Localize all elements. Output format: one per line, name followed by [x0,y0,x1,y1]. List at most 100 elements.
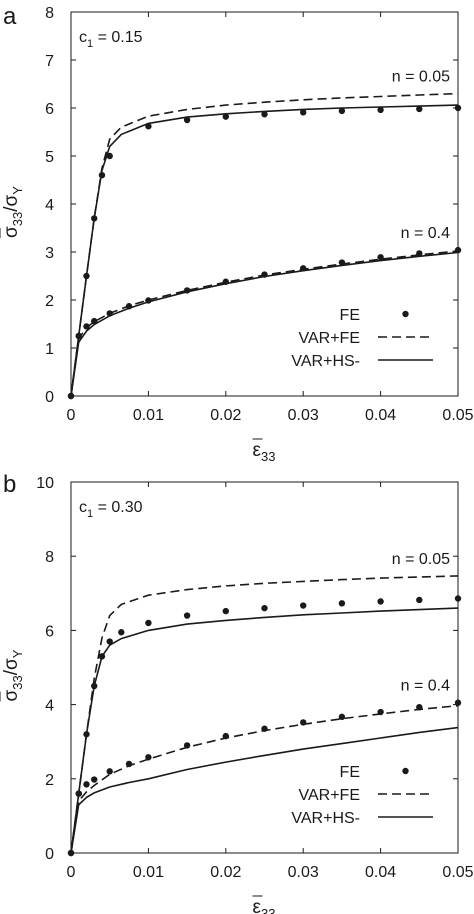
param-annotation-sub: 1 [87,38,93,50]
fe-data-point [454,104,462,112]
chart-panel-a: a0 0.01 0.02 0.03 0.04 0.05012345678ε33σ33/σY… [0,3,474,464]
fe-data-point [261,604,268,612]
y-axis-label: σ33/σY [0,186,25,238]
legend-label: VAR+FE [299,787,361,804]
fe-data-point [83,781,90,788]
y-axis-label-text: σ33/σY [1,186,25,238]
x-tick-label: 0.01 [133,864,164,881]
legend-label: VAR+FE [299,330,361,347]
x-tick-label: 0.02 [210,864,241,881]
fe-data-point [300,602,307,609]
fe-data-point [416,596,423,604]
x-tick-label: 0.03 [288,864,319,881]
x-axis-label-main: ε [253,440,262,461]
y-tick-label: 1 [45,341,54,358]
param-annotation: c [79,29,87,46]
x-tick-label: 0.04 [365,407,396,424]
fe-data-point [222,113,229,120]
x-tick-label: 0.05 [442,864,473,881]
fe-data-point [118,629,125,636]
y-tick-label: 4 [45,698,54,715]
fe-data-point [75,332,82,340]
series-group-label: n = 0.4 [401,678,450,695]
fe-data-point [377,106,384,114]
fe-data-point [338,713,346,721]
y-axis-ylabel-main: σ [1,226,22,238]
y-tick-label: 2 [45,293,54,310]
x-axis-label-sub: 33 [261,906,275,914]
x-tick-label: 0.05 [442,407,473,424]
plot-frame [70,481,459,854]
series-group-label: n = 0.05 [392,551,450,568]
panel-label: b [3,471,16,498]
legend-label: VAR+HS- [291,810,360,827]
fe-data-point [377,254,384,261]
x-axis-label-sub: 33 [261,449,275,464]
fe-data-point [106,638,113,645]
var-hs-curve [71,726,458,853]
param-annotation-value: = 0.30 [93,499,142,516]
var-hs-curve [71,251,458,396]
legend-label: FE [340,307,360,324]
y-tick-label: 0 [45,389,54,406]
fe-data-point [338,600,346,607]
y-axis-label: σ33/σY [0,649,25,702]
x-tick-label: 0.03 [288,407,319,424]
y-tick-label: 3 [45,245,54,262]
y-tick-label: 2 [45,772,54,789]
legend-dot-marker [402,767,409,775]
series-group-label: n = 0.05 [392,69,450,86]
fe-data-point [183,116,191,124]
x-tick-label: 0.01 [133,407,164,424]
y-axis-ylabel-denom: /σ [1,195,22,212]
y-tick-label: 4 [45,197,54,214]
y-axis-ylabel-denom: /σ [1,658,22,675]
x-tick-label: 0.04 [365,864,396,881]
fe-data-point [183,612,191,619]
y-tick-label: 7 [45,53,54,70]
fe-data-point [377,598,384,605]
y-axis-ylabel-sub: 33 [10,675,25,689]
x-axis-label: ε33 [253,440,276,464]
y-axis-ylabel-denom-sub: Y [10,649,25,658]
y-tick-label: 5 [45,149,54,166]
param-annotation: c [79,499,87,516]
x-axis-label-main: ε [253,897,262,914]
param-annotation: c1 = 0.15 [79,29,143,50]
y-tick-label: 8 [45,5,54,22]
y-tick-label: 6 [45,101,54,118]
y-tick-label: 10 [36,475,54,492]
fe-data-point [106,768,113,775]
y-tick-label: 0 [45,846,54,863]
var-hs-curve [71,104,458,396]
y-axis-ylabel-main: σ [1,690,22,702]
fe-data-point [83,323,90,330]
legend-label: VAR+HS- [291,353,360,370]
fe-data-point [106,152,113,160]
y-axis-ylabel-denom-sub: Y [10,186,25,195]
chart-panel-b: b0 0.01 0.02 0.03 0.04 0.050246810ε33σ33/σYc1… [0,471,474,914]
var-hs-curve [71,607,458,853]
fe-data-point [416,105,423,113]
x-tick-label: 0.02 [210,407,241,424]
var-fe-curve [71,704,458,853]
fe-data-point [300,109,307,116]
legend-label: FE [340,764,360,781]
param-annotation: c1 = 0.30 [79,499,143,520]
param-annotation-value: = 0.15 [93,29,142,46]
var-fe-curve [71,250,458,396]
var-fe-curve [71,92,458,396]
legend-dot-marker [402,310,409,318]
series-group-label: n = 0.4 [401,225,450,242]
fe-data-point [454,699,462,706]
fe-data-point [91,776,98,783]
y-axis-ylabel-sub: 33 [10,212,25,226]
fe-data-point [145,619,152,627]
x-tick-label: 0 [67,407,76,424]
y-tick-label: 6 [45,623,54,640]
fe-data-point [222,607,229,615]
fe-data-point [454,595,462,602]
panel-label: a [3,3,17,30]
fe-data-point [261,111,268,118]
